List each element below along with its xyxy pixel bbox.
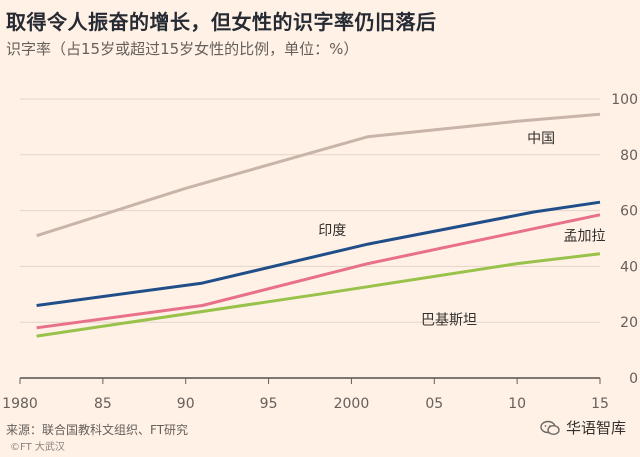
x-tick-label: 10: [508, 396, 526, 412]
credit-watermark: ©FT 大武汉: [10, 442, 65, 453]
source-note: 来源：联合国教科文组织、FT研究: [6, 423, 189, 437]
series-line: [36, 200, 601, 307]
y-tick-label: 20: [620, 315, 638, 331]
series-line: [36, 112, 601, 238]
y-tick-label: 0: [629, 371, 638, 387]
x-tick-label: 85: [94, 396, 112, 412]
y-tick-label: 100: [611, 92, 638, 108]
x-tick-label: 95: [260, 396, 278, 412]
chart-title: 取得令人振奋的增长，但女性的识字率仍旧落后: [6, 10, 437, 34]
x-tick-label: 05: [425, 396, 443, 412]
series-label: 中国: [527, 131, 555, 147]
series-label: 孟加拉: [564, 229, 606, 245]
x-tick-label: 1980: [2, 396, 38, 412]
y-tick-label: 80: [620, 148, 638, 164]
x-tick-label: 2000: [334, 396, 370, 412]
y-tick-label: 60: [620, 204, 638, 220]
brand-label: 华语智库: [565, 419, 626, 437]
series-line: [36, 252, 601, 338]
series-label: 巴基斯坦: [421, 311, 477, 328]
y-tick-label: 40: [620, 259, 638, 275]
chart-subtitle: 识字率（占15岁或超过15岁女性的比例，单位：%）: [6, 40, 359, 58]
x-tick-label: 15: [591, 396, 609, 412]
series-line: [36, 213, 601, 330]
series-label: 印度: [318, 223, 346, 239]
brand-watermark: 华语智库: [540, 417, 626, 438]
x-tick-label: 90: [177, 396, 195, 412]
wechat-icon: [540, 420, 560, 435]
